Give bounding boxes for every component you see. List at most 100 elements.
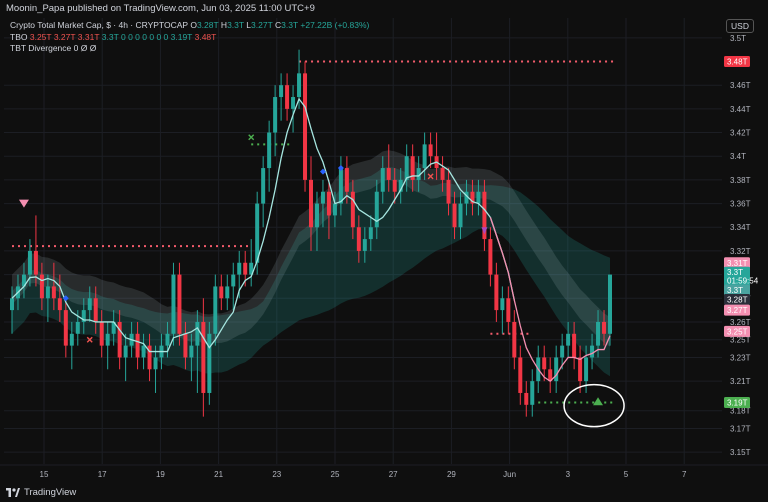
- candle-body: [404, 156, 409, 180]
- candle-body: [338, 168, 343, 204]
- candle-body: [344, 168, 349, 192]
- price-label-box: [724, 275, 750, 287]
- cross-marker-icon: [427, 173, 434, 180]
- y-tick-label: 3.34T: [730, 223, 751, 232]
- price-label: 3.27T: [727, 306, 748, 315]
- candle-body: [542, 357, 547, 370]
- x-tick-label: Jun: [503, 470, 516, 479]
- brand-name: TradingView: [24, 487, 77, 498]
- candle-body: [87, 298, 92, 311]
- candle-body: [314, 203, 319, 228]
- candle-body: [261, 168, 266, 204]
- x-tick-label: 17: [98, 470, 107, 479]
- candle-body: [10, 298, 14, 311]
- candle-body: [458, 203, 463, 228]
- candle-body: [279, 85, 284, 98]
- buy-signal-icon: [593, 397, 604, 406]
- legend-tbt-values: 0 Ø Ø: [73, 43, 97, 53]
- candle-body: [368, 227, 373, 240]
- legend-tbo-row: TBO 3.25T 3.27T 3.31T 3.3T 0 0 0 0 0 0 0…: [10, 32, 369, 44]
- price-label: 3.3T: [727, 268, 743, 277]
- tradingview-logo-icon: [6, 488, 20, 497]
- legend-main-row: Crypto Total Market Cap, $ · 4h · CRYPTO…: [10, 20, 369, 32]
- candle-body: [494, 274, 499, 311]
- candle-body: [320, 191, 325, 204]
- candle-body: [512, 321, 517, 358]
- x-tick-label: 5: [624, 470, 629, 479]
- candle-body: [452, 203, 457, 228]
- price-label: 3.48T: [727, 58, 748, 67]
- legend-tbo-v2: 3.27T: [53, 31, 76, 42]
- price-label-box: [724, 325, 750, 337]
- candle-body: [219, 286, 224, 299]
- legend-symbol[interactable]: Crypto Total Market Cap, $ · 4h · CRYPTO…: [10, 20, 188, 30]
- price-label: 3.19T: [727, 398, 748, 407]
- candle-body: [464, 191, 469, 204]
- candle-body: [303, 73, 308, 180]
- candle-body: [410, 156, 415, 180]
- ma-line-bearish: [489, 217, 611, 382]
- legend-low-label: L: [246, 20, 252, 30]
- legend-tbt-name[interactable]: TBT Divergence: [10, 43, 72, 53]
- legend-open-value: 3.28T: [196, 20, 219, 30]
- price-label-box: [724, 396, 750, 408]
- divergence-marker-icon: [319, 168, 326, 175]
- candle-body: [297, 73, 302, 98]
- candle-body: [602, 321, 607, 334]
- candle-body: [428, 144, 433, 157]
- candle-body: [213, 286, 218, 334]
- candle-body: [93, 298, 98, 322]
- legend-open-label: O: [190, 20, 197, 30]
- candle-body: [560, 345, 565, 358]
- price-label: 3.28T: [727, 295, 748, 304]
- candle-body: [440, 168, 445, 180]
- y-tick-label: 3.42T: [730, 129, 751, 138]
- legend-tbo-v3: 3.31T: [77, 31, 100, 42]
- chart-area[interactable]: 3.5T 3.46T 3.44T 3.42T 3.4T 3.38T 3.36T 3.34T 3.…: [0, 18, 768, 484]
- candle-body: [524, 392, 529, 405]
- annotation-circle: [563, 383, 625, 428]
- y-tick-label: 3.44T: [730, 105, 751, 114]
- candle-body: [356, 227, 361, 251]
- candle-body: [231, 274, 236, 287]
- candle-body: [117, 321, 122, 358]
- x-tick-label: 19: [156, 470, 165, 479]
- price-label: 3.31T: [727, 259, 748, 268]
- candle-body: [177, 274, 182, 334]
- candle-body: [81, 310, 86, 322]
- y-tick-label: 3.36T: [730, 200, 751, 209]
- y-tick-label: 3.15T: [730, 448, 751, 457]
- candle-body: [135, 333, 140, 358]
- candle-body: [243, 262, 248, 275]
- legend-tbo-v4: 3.3T: [101, 31, 119, 42]
- candle-body: [584, 357, 589, 382]
- candle-body: [572, 333, 577, 358]
- y-tick-label: 3.26T: [730, 318, 751, 327]
- legend-close-value: 3.3T: [281, 20, 298, 30]
- candle-body: [33, 250, 38, 275]
- currency-button[interactable]: USD: [726, 19, 754, 33]
- candle-body: [548, 369, 553, 382]
- candle-body: [141, 345, 146, 358]
- candle-body: [249, 262, 254, 275]
- price-label: 3.25T: [727, 327, 748, 336]
- legend-tbo-v6: 3.48T: [194, 31, 217, 42]
- candle-body: [153, 357, 158, 370]
- candle-body: [374, 191, 379, 228]
- candle-body: [590, 345, 595, 358]
- candle-body: [518, 357, 523, 393]
- legend-tbo-v1: 3.25T: [29, 31, 52, 42]
- ma-line: [11, 97, 515, 353]
- legend-close-label: C: [275, 20, 282, 30]
- legend-tbo-name[interactable]: TBO: [10, 31, 28, 42]
- y-tick-label: 3.38T: [730, 176, 751, 185]
- candle-body: [69, 333, 74, 346]
- price-label-box: [724, 56, 750, 68]
- price-chart[interactable]: 3.5T 3.46T 3.44T 3.42T 3.4T 3.38T 3.36T 3.34T 3.…: [0, 18, 768, 484]
- candle-body: [332, 203, 337, 216]
- candle-body: [386, 168, 391, 180]
- y-tick-label: 3.46T: [730, 81, 751, 90]
- candle-body: [326, 191, 331, 216]
- candle-body: [566, 333, 571, 346]
